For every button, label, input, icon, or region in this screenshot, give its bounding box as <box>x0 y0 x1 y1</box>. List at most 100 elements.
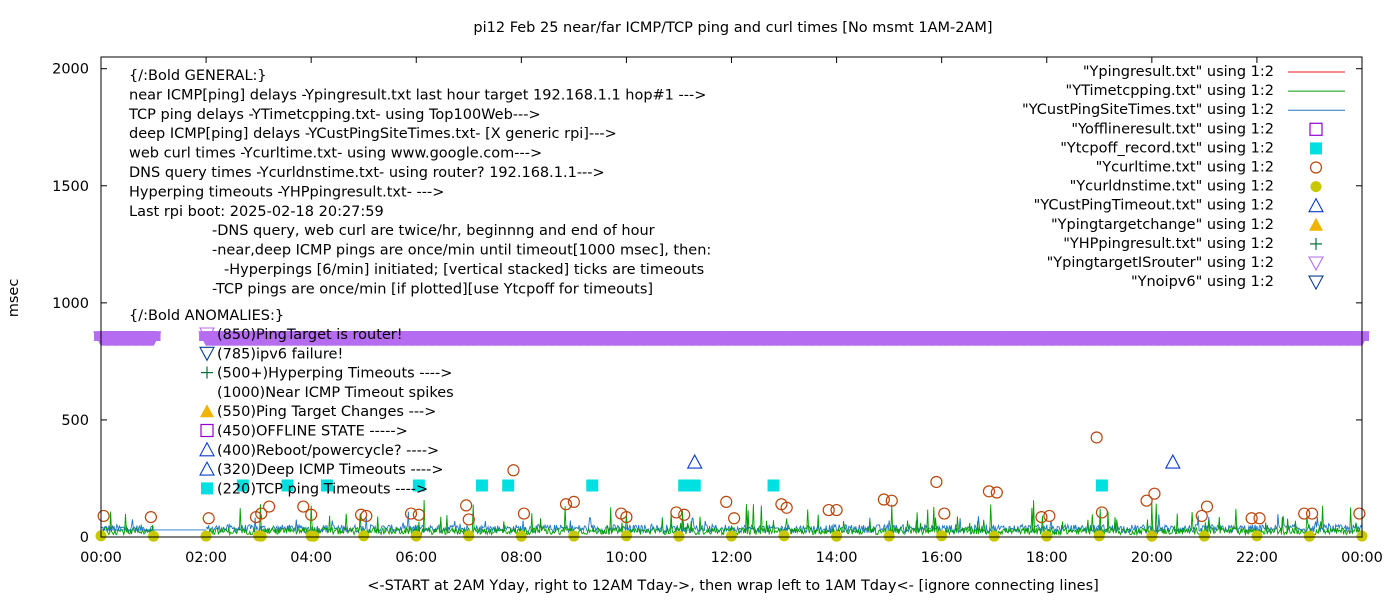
data-point <box>938 507 951 520</box>
anomaly-marker <box>199 441 215 457</box>
data-point <box>1095 479 1108 492</box>
x-tick-label: 00:00 <box>80 550 122 566</box>
legend-swatch <box>1310 237 1322 250</box>
data-point <box>930 475 943 489</box>
annotation-block: {/:Bold GENERAL:} near ICMP[ping] delays … <box>128 68 711 324</box>
data-point <box>1035 510 1048 524</box>
legend-label: "YCustPingTimeout.txt" using 1:2 <box>1034 198 1274 214</box>
data-point <box>830 503 843 517</box>
data-point <box>767 479 780 492</box>
data-point <box>517 507 531 520</box>
data-point <box>360 509 373 523</box>
data-point <box>410 530 422 542</box>
data-point <box>1164 453 1181 469</box>
annotation-line: Hyperping timeouts -YHPpingresult.txt- -… <box>129 184 444 200</box>
annotation-line: -DNS query, web curl are twice/hr, begin… <box>212 223 655 239</box>
x-tick-label: 12:00 <box>711 550 753 566</box>
legend-label: "Ypingtargetchange" using 1:2 <box>1051 217 1274 233</box>
legend-label: "Ycurldnstime.txt" using 1:2 <box>1070 179 1274 195</box>
anomaly-marker <box>200 423 214 438</box>
chart-title: pi12 Feb 25 near/far ICMP/TCP ping and c… <box>473 20 992 36</box>
data-point <box>460 499 473 512</box>
legend-label: "Ypingresult.txt" using 1:2 <box>1083 64 1274 80</box>
data-point <box>1200 500 1214 513</box>
data-point <box>620 510 633 524</box>
data-point <box>1298 507 1311 520</box>
data-point <box>354 508 368 521</box>
anomaly-label: (1000)Near ICMP Timeout spikes <box>217 385 454 401</box>
legend-swatch <box>1309 161 1323 174</box>
data-point <box>144 510 158 524</box>
legend-swatch <box>1310 181 1322 193</box>
x-tick-label: 18:00 <box>1026 550 1068 566</box>
x-tick-label: 02:00 <box>185 550 227 566</box>
x-tick-label: 16:00 <box>921 550 963 566</box>
anomaly-marker <box>201 366 213 379</box>
annotation-line: deep ICMP[ping] delays -YCustPingSiteTim… <box>129 126 617 142</box>
annotation-line: {/:Bold GENERAL:} <box>129 68 267 84</box>
data-point <box>297 500 310 513</box>
data-point <box>1251 530 1263 542</box>
data-point <box>404 507 418 520</box>
y-tick-label: 1500 <box>52 179 89 195</box>
legend-swatch <box>1308 256 1324 272</box>
annotation-line: -near,deep ICMP pings are once/min until… <box>212 243 711 259</box>
data-point <box>358 530 370 542</box>
data-point <box>320 479 333 492</box>
data-point <box>308 530 320 542</box>
y-tick-label: 500 <box>61 413 89 429</box>
anomaly-marker <box>199 327 215 343</box>
data-point <box>1140 494 1153 507</box>
data-point <box>1148 487 1161 500</box>
annotation-line: {/:Bold ANOMALIES:} <box>129 308 284 324</box>
legend-label: "YpingtargetISrouter" using 1:2 <box>1047 255 1274 271</box>
data-point <box>263 500 276 513</box>
data-point <box>1090 431 1103 444</box>
anomaly-label: (850)PingTarget is router! <box>217 327 403 343</box>
legend-swatch <box>1310 142 1322 155</box>
data-point <box>305 508 318 521</box>
annotation-line: near ICMP[ping] delays -Ypingresult.txt … <box>129 87 706 103</box>
y-tick-label: 2000 <box>52 62 89 78</box>
legend-label: "Ytcpoff_record.txt" using 1:2 <box>1060 140 1274 156</box>
anomaly-label: (320)Deep ICMP Timeouts ----> <box>217 462 444 478</box>
x-tick-label: 06:00 <box>395 550 437 566</box>
x-tick-label: 20:00 <box>1131 550 1173 566</box>
data-point <box>148 530 160 542</box>
data-point <box>1353 507 1366 520</box>
anomaly-marker <box>201 482 213 495</box>
data-point <box>988 530 1000 542</box>
target-is-router-band <box>199 331 1369 341</box>
anomaly-marker <box>199 346 215 362</box>
data-point <box>620 530 632 542</box>
annotation-line: -TCP pings are once/min [if plotted][use… <box>212 281 653 297</box>
data-point <box>97 509 110 523</box>
data-point <box>567 495 580 508</box>
data-point <box>831 530 843 542</box>
anomaly-label: (450)OFFLINE STATE -----> <box>217 424 408 440</box>
series-markers <box>93 331 1370 542</box>
data-point <box>462 513 475 526</box>
data-point <box>1043 509 1056 523</box>
data-point <box>202 512 215 525</box>
x-tick-label: 08:00 <box>500 550 542 566</box>
data-point <box>586 479 599 492</box>
data-point <box>670 506 683 519</box>
data-point <box>412 508 425 521</box>
legend-label: "Ynoipv6" using 1:2 <box>1131 274 1274 290</box>
data-point <box>1245 512 1258 525</box>
x-tick-label: 22:00 <box>1236 550 1278 566</box>
data-point <box>515 530 527 542</box>
y-axis-label: msec <box>6 279 22 318</box>
y-tick-label: 0 <box>80 530 89 546</box>
data-point <box>255 507 268 520</box>
data-point <box>463 530 475 542</box>
data-point <box>1195 509 1208 523</box>
legend-swatch <box>1308 275 1324 291</box>
data-point <box>200 530 212 542</box>
data-point <box>982 485 996 498</box>
anomaly-label: (785)ipv6 failure! <box>217 346 343 362</box>
data-point <box>236 479 249 492</box>
